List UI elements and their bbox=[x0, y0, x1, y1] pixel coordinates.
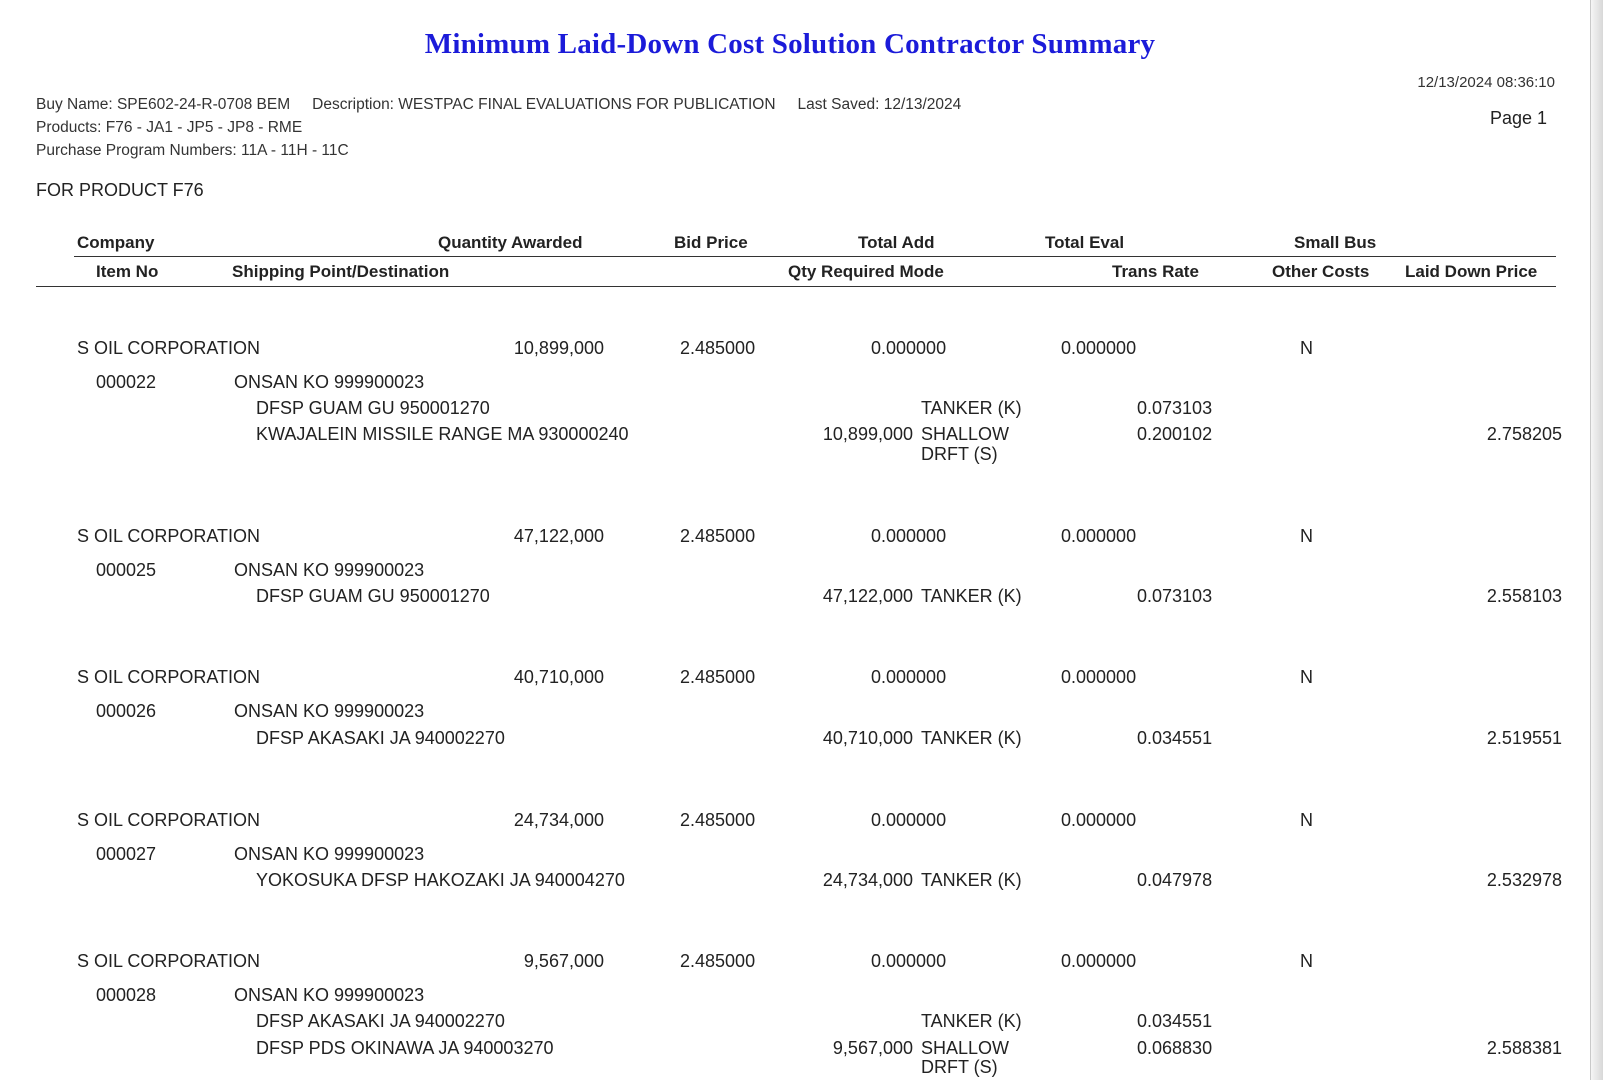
trans-rate: 0.073103 bbox=[1137, 586, 1213, 606]
header-qty-required-mode: Qty Required Mode bbox=[788, 262, 944, 281]
laid-down-price: 2.758205 bbox=[1486, 424, 1562, 444]
description: Description: WESTPAC FINAL EVALUATIONS F… bbox=[312, 96, 776, 113]
trans-rate: 0.200102 bbox=[1137, 424, 1213, 444]
laid-down-price: 2.588381 bbox=[1486, 1038, 1562, 1058]
header-company: Company bbox=[77, 233, 155, 252]
shipping-origin: ONSAN KO 999900023 bbox=[234, 701, 425, 721]
header-divider-lower bbox=[36, 286, 1556, 287]
transport-mode: TANKER (K) bbox=[921, 1011, 1022, 1031]
header-other-costs: Other Costs bbox=[1272, 262, 1370, 281]
total-add: 0.000000 bbox=[871, 526, 947, 546]
quantity-awarded: 10,899,000 bbox=[513, 338, 604, 358]
quantity-awarded: 9,567,000 bbox=[523, 951, 604, 971]
bid-price: 2.485000 bbox=[680, 338, 756, 358]
bid-price: 2.485000 bbox=[680, 951, 756, 971]
shipping-origin: ONSAN KO 999900023 bbox=[234, 985, 425, 1005]
trans-rate: 0.034551 bbox=[1137, 728, 1213, 748]
small-bus: N bbox=[1300, 951, 1313, 971]
quantity-awarded: 24,734,000 bbox=[513, 810, 604, 830]
laid-down-price: 2.532978 bbox=[1486, 870, 1562, 890]
qty-required: 24,734,000 bbox=[822, 870, 913, 890]
qty-required: 47,122,000 bbox=[822, 586, 913, 606]
header-small-bus: Small Bus bbox=[1294, 233, 1377, 252]
qty-required: 10,899,000 bbox=[822, 424, 913, 444]
small-bus: N bbox=[1300, 810, 1313, 830]
meta-line-buy: Buy Name: SPE602-24-R-0708 BEM Descriptio… bbox=[36, 96, 961, 114]
quantity-awarded: 47,122,000 bbox=[513, 526, 604, 546]
small-bus: N bbox=[1300, 526, 1313, 546]
item-no: 000022 bbox=[96, 372, 157, 392]
total-add: 0.000000 bbox=[871, 951, 947, 971]
qty-required: 40,710,000 bbox=[822, 728, 913, 748]
company-name: S OIL CORPORATION bbox=[77, 951, 261, 971]
transport-mode: TANKER (K) bbox=[921, 586, 1022, 606]
products-line: Products: F76 - JA1 - JP5 - JP8 - RME bbox=[36, 119, 303, 136]
bid-price: 2.485000 bbox=[680, 810, 756, 830]
company-name: S OIL CORPORATION bbox=[77, 810, 261, 830]
trans-rate: 0.068830 bbox=[1137, 1038, 1213, 1058]
header-quantity-awarded: Quantity Awarded bbox=[438, 233, 583, 252]
product-heading: FOR PRODUCT F76 bbox=[36, 180, 204, 200]
shipping-origin: ONSAN KO 999900023 bbox=[234, 844, 425, 864]
header-bid-price: Bid Price bbox=[674, 233, 748, 252]
destination: DFSP AKASAKI JA 940002270 bbox=[256, 728, 505, 748]
company-name: S OIL CORPORATION bbox=[77, 338, 261, 358]
header-shipping-point: Shipping Point/Destination bbox=[232, 262, 450, 281]
page-number: Page 1 bbox=[1489, 108, 1547, 128]
item-no: 000025 bbox=[96, 560, 157, 580]
quantity-awarded: 40,710,000 bbox=[513, 667, 604, 687]
bid-price: 2.485000 bbox=[680, 667, 756, 687]
laid-down-price: 2.519551 bbox=[1486, 728, 1562, 748]
purchase-programs-line: Purchase Program Numbers: 11A - 11H - 11… bbox=[36, 142, 349, 159]
destination: DFSP GUAM GU 950001270 bbox=[256, 398, 490, 418]
small-bus: N bbox=[1300, 667, 1313, 687]
total-add: 0.000000 bbox=[871, 338, 947, 358]
total-eval: 0.000000 bbox=[1061, 667, 1137, 687]
report-title: Minimum Laid-Down Cost Solution Contract… bbox=[424, 28, 1156, 60]
trans-rate: 0.073103 bbox=[1137, 398, 1213, 418]
company-name: S OIL CORPORATION bbox=[77, 667, 261, 687]
transport-mode: TANKER (K) bbox=[921, 728, 1022, 748]
total-eval: 0.000000 bbox=[1061, 810, 1137, 830]
buy-name: Buy Name: SPE602-24-R-0708 BEM bbox=[36, 96, 291, 113]
transport-mode: SHALLOW bbox=[921, 1038, 1010, 1058]
destination: DFSP PDS OKINAWA JA 940003270 bbox=[256, 1038, 554, 1058]
transport-mode: SHALLOW bbox=[921, 424, 1010, 444]
bid-price: 2.485000 bbox=[680, 526, 756, 546]
transport-mode-cont: DRFT (S) bbox=[921, 444, 998, 464]
header-trans-rate: Trans Rate bbox=[1112, 262, 1199, 281]
total-add: 0.000000 bbox=[871, 810, 947, 830]
header-total-add: Total Add bbox=[858, 233, 935, 252]
transport-mode-cont: DRFT (S) bbox=[921, 1057, 998, 1077]
item-no: 000026 bbox=[96, 701, 157, 721]
last-saved: Last Saved: 12/13/2024 bbox=[797, 96, 962, 113]
destination: DFSP AKASAKI JA 940002270 bbox=[256, 1011, 505, 1031]
report-timestamp: 12/13/2024 08:36:10 bbox=[1417, 74, 1555, 91]
header-item-no: Item No bbox=[96, 262, 159, 281]
total-eval: 0.000000 bbox=[1061, 338, 1137, 358]
qty-required: 9,567,000 bbox=[832, 1038, 913, 1058]
transport-mode: TANKER (K) bbox=[921, 398, 1022, 418]
company-name: S OIL CORPORATION bbox=[77, 526, 261, 546]
header-laid-down-price: Laid Down Price bbox=[1405, 262, 1538, 281]
shipping-origin: ONSAN KO 999900023 bbox=[234, 372, 425, 392]
total-eval: 0.000000 bbox=[1061, 526, 1137, 546]
destination: YOKOSUKA DFSP HAKOZAKI JA 940004270 bbox=[256, 870, 625, 890]
trans-rate: 0.047978 bbox=[1137, 870, 1213, 890]
transport-mode: TANKER (K) bbox=[921, 870, 1022, 890]
destination: KWAJALEIN MISSILE RANGE MA 930000240 bbox=[256, 424, 629, 444]
total-eval: 0.000000 bbox=[1061, 951, 1137, 971]
total-add: 0.000000 bbox=[871, 667, 947, 687]
small-bus: N bbox=[1300, 338, 1313, 358]
trans-rate: 0.034551 bbox=[1137, 1011, 1213, 1031]
laid-down-price: 2.558103 bbox=[1486, 586, 1562, 606]
shipping-origin: ONSAN KO 999900023 bbox=[234, 560, 425, 580]
header-total-eval: Total Eval bbox=[1045, 233, 1125, 252]
item-no: 000028 bbox=[96, 985, 157, 1005]
item-no: 000027 bbox=[96, 844, 157, 864]
destination: DFSP GUAM GU 950001270 bbox=[256, 586, 490, 606]
window-right-edge bbox=[1590, 0, 1603, 1080]
header-divider-upper bbox=[74, 256, 1556, 257]
